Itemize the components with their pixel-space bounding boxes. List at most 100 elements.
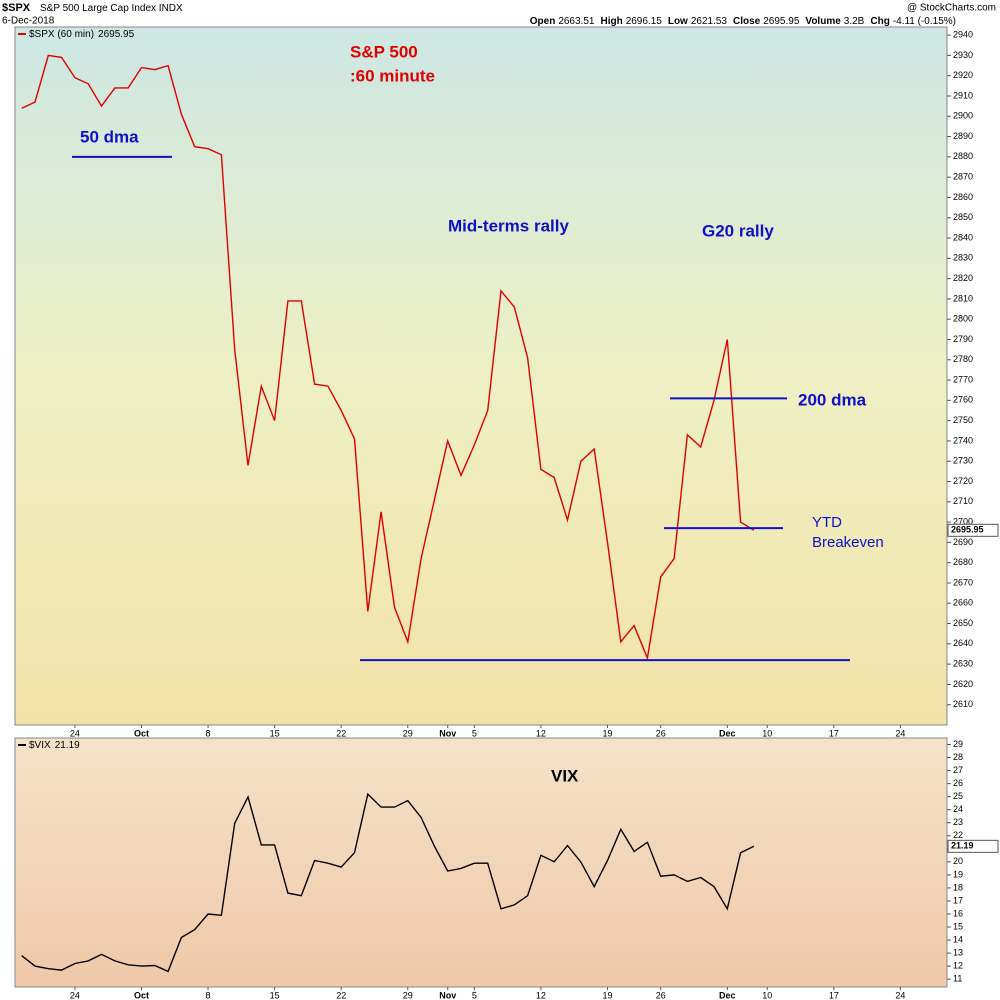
y-tick-label: 27 [953,765,963,775]
y-tick-label: 2650 [953,618,973,628]
y-tick-label: 2880 [953,151,973,161]
x-tick-label: 17 [829,990,839,1000]
y-tick-label: 2680 [953,557,973,567]
x-tick-label: 22 [336,990,346,1000]
x-tick-label: 24 [70,728,80,738]
annotation: G20 rally [702,221,774,240]
y-tick-label: 2750 [953,415,973,425]
quote-label: Open [530,16,556,27]
y-tick-label: 18 [953,882,963,892]
y-tick-label: 2720 [953,476,973,486]
y-tick-label: 19 [953,869,963,879]
chart-title: S&P 500 [350,42,418,61]
quote-label: Volume [805,16,841,27]
y-tick-label: 2700 [953,516,973,526]
x-tick-label: 19 [602,728,612,738]
x-tick-label: 24 [895,728,905,738]
last-value: 21.19 [951,841,974,851]
legend-name: $SPX (60 min) [29,29,94,40]
y-tick-label: 2770 [953,374,973,384]
x-tick-label: 24 [895,990,905,1000]
y-tick-label: 2920 [953,70,973,80]
x-tick-label: 19 [602,990,612,1000]
x-tick-label: 29 [403,728,413,738]
y-tick-label: 2710 [953,496,973,506]
x-tick-label: Dec [719,990,736,1000]
y-tick-label: 25 [953,791,963,801]
source: @ StockCharts.com [907,3,996,14]
x-tick-label: 15 [270,990,280,1000]
x-tick-label: 22 [336,728,346,738]
y-tick-label: 20 [953,856,963,866]
y-tick-label: 2790 [953,334,973,344]
y-tick-label: 2840 [953,232,973,242]
quote-label: Close [733,16,761,27]
y-tick-label: 2810 [953,293,973,303]
y-tick-label: 2930 [953,50,973,60]
y-tick-label: 13 [953,947,963,957]
legend-value: 21.19 [55,740,80,751]
quote-label: High [600,16,622,27]
y-tick-label: 12 [953,961,963,971]
y-tick-label: 2760 [953,395,973,405]
x-tick-label: 12 [536,990,546,1000]
y-tick-label: 2660 [953,598,973,608]
legend-name: $VIX [29,740,51,751]
x-tick-label: 29 [403,990,413,1000]
x-tick-label: 17 [829,728,839,738]
last-value-tag [947,523,999,537]
y-tick-label: 2730 [953,456,973,466]
y-tick-label: 28 [953,752,963,762]
last-value: 2695.95 [951,525,984,535]
y-tick-label: 2910 [953,90,973,100]
y-tick-label: 14 [953,934,963,944]
x-tick-label: 10 [762,990,772,1000]
y-tick-label: 2620 [953,679,973,689]
y-tick-label: 17 [953,895,963,905]
x-tick-label: 12 [536,728,546,738]
quote-value: -4.11 (-0.15%) [893,16,956,27]
annotation: Mid-terms rally [448,216,569,235]
y-tick-label: 2690 [953,537,973,547]
index-name: S&P 500 Large Cap Index INDX [40,3,183,14]
y-tick-label: 2640 [953,638,973,648]
x-tick-label: 26 [656,990,666,1000]
x-tick-label: 26 [656,728,666,738]
legend: $SPX (60 min) 2695.95 [29,29,135,40]
x-tick-label: Nov [439,990,456,1000]
x-tick-label: 10 [762,728,772,738]
legend-value: 2695.95 [98,29,135,40]
symbol: $SPX [2,2,31,14]
x-tick-label: 24 [70,990,80,1000]
last-value-tag [947,839,999,853]
quote-value: 2663.51 [558,16,595,27]
y-tick-label: 2780 [953,354,973,364]
y-tick-label: 2850 [953,212,973,222]
y-tick-label: 24 [953,804,963,814]
quote-value: 3.2B [844,16,865,27]
price-line [21,54,755,661]
quote-label: Low [668,16,688,27]
plot-area [14,26,948,726]
legend: $VIX 21.19 [29,740,80,751]
level-label: 200 dma [798,390,867,409]
x-tick-label: 8 [206,990,211,1000]
x-tick-label: 5 [472,990,477,1000]
y-tick-label: 2630 [953,659,973,669]
x-tick-label: Nov [439,728,456,738]
x-tick-label: 15 [270,728,280,738]
level-label: 50 dma [80,127,139,146]
y-tick-label: 15 [953,921,963,931]
level-label: Breakeven [812,534,884,551]
y-tick-label: 2610 [953,699,973,709]
y-tick-label: 2900 [953,111,973,121]
y-tick-label: 2670 [953,577,973,587]
y-tick-label: 2870 [953,172,973,182]
y-tick-label: 29 [953,739,963,749]
y-tick-label: 23 [953,817,963,827]
y-tick-label: 22 [953,830,963,840]
y-tick-label: 16 [953,908,963,918]
quote: Open 2663.51 High 2696.15 Low 2621.53 Close 269… [530,16,956,27]
y-tick-label: 2740 [953,435,973,445]
y-tick-label: 2860 [953,192,973,202]
